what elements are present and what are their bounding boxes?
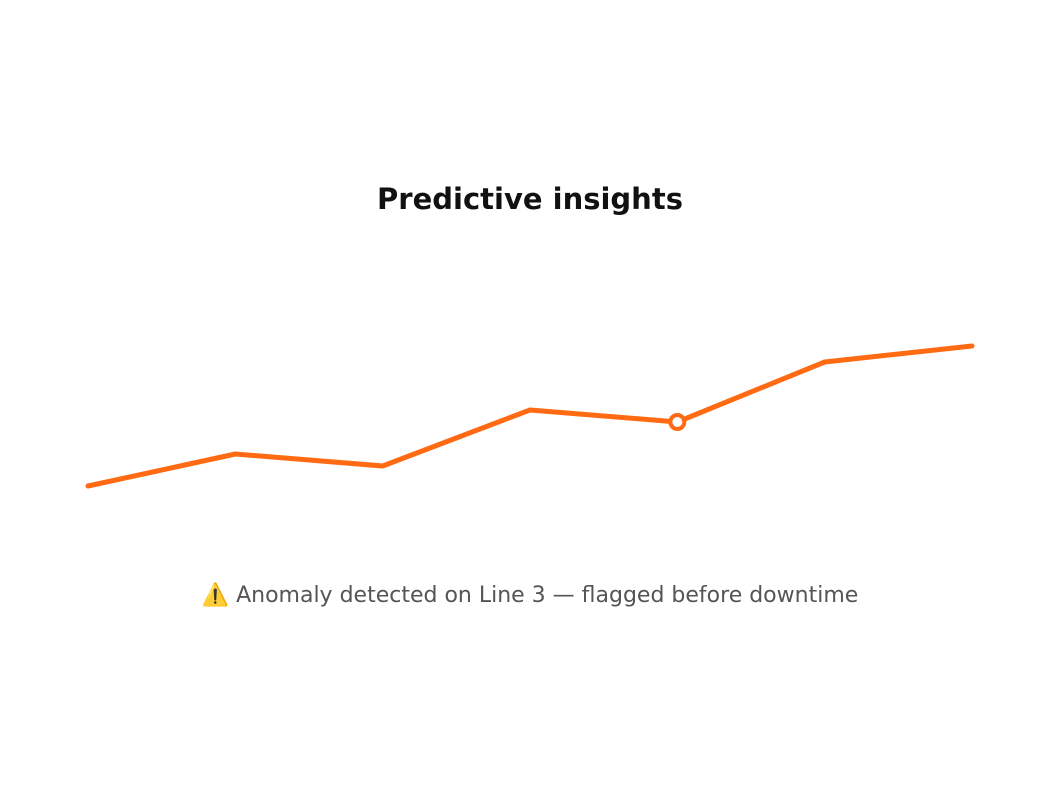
chart-title: Predictive insights xyxy=(377,182,683,216)
annotation: ⚠️ Anomaly detected on Line 3 — flagged … xyxy=(202,582,859,608)
line xyxy=(85,343,975,489)
anomaly-marker xyxy=(668,413,687,431)
